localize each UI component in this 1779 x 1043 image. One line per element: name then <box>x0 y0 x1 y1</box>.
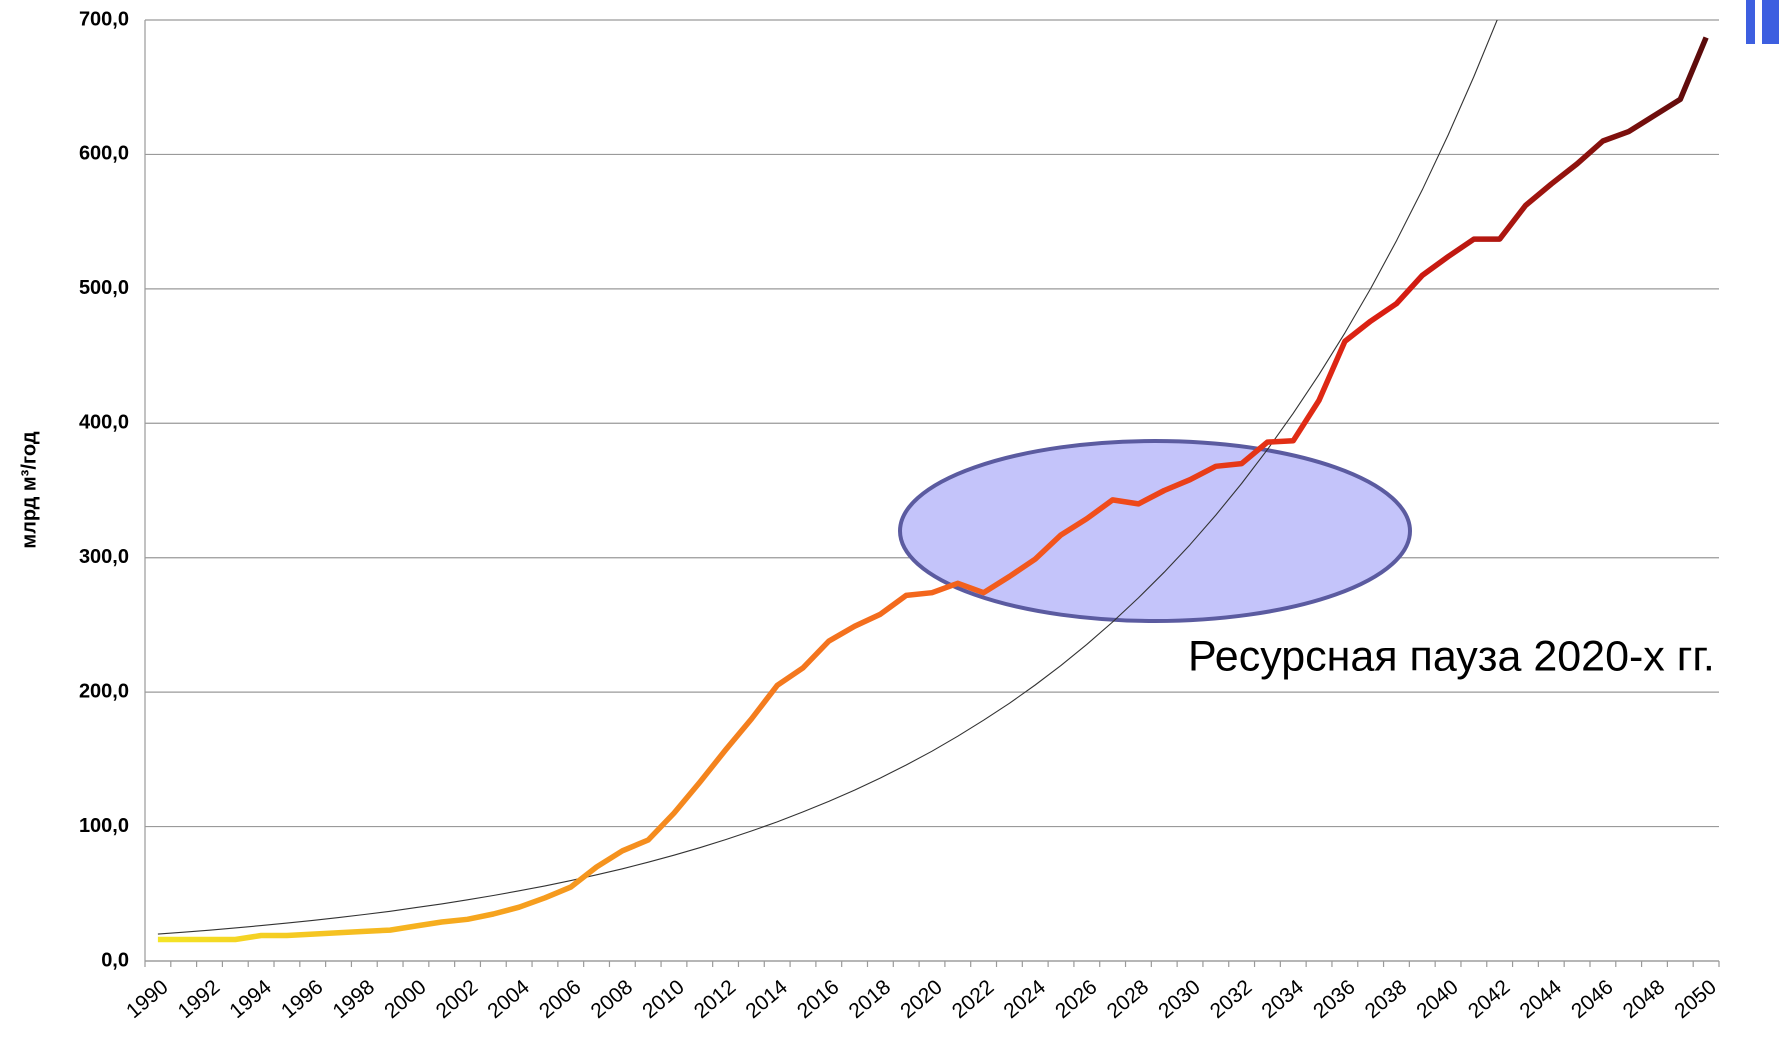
x-tick-label: 1994 <box>225 975 276 1023</box>
y-tick-label: 600,0 <box>79 143 129 165</box>
y-axis-label: млрд м³/год <box>18 431 40 549</box>
x-tick-label: 1992 <box>174 975 225 1023</box>
x-tick-label: 2010 <box>638 975 689 1023</box>
x-tick-label: 2044 <box>1515 975 1566 1023</box>
y-tick-label: 200,0 <box>79 680 129 702</box>
x-tick-label: 2024 <box>999 975 1050 1023</box>
corner-decoration <box>1762 0 1779 44</box>
x-tick-label: 2004 <box>483 975 534 1023</box>
x-tick-label: 2008 <box>587 975 638 1023</box>
x-tick-label: 2036 <box>1309 975 1360 1023</box>
x-tick-label: 2034 <box>1257 975 1308 1023</box>
x-tick-label: 2030 <box>1154 975 1205 1023</box>
y-tick-label: 700,0 <box>79 8 129 30</box>
x-tick-label: 2000 <box>380 975 431 1023</box>
x-tick-label: 2016 <box>793 975 844 1023</box>
x-tick-label: 2020 <box>896 975 947 1023</box>
y-tick-label: 400,0 <box>79 412 129 434</box>
x-tick-label: 2032 <box>1206 975 1257 1023</box>
x-tick-label: 1998 <box>329 975 380 1023</box>
x-tick-label: 2048 <box>1619 975 1670 1023</box>
x-tick-label: 1990 <box>122 975 173 1023</box>
data-line <box>157 20 1498 935</box>
y-tick-label: 100,0 <box>79 815 129 837</box>
x-tick-label: 2014 <box>741 975 792 1023</box>
x-tick-label: 2028 <box>1103 975 1154 1023</box>
x-tick-label: 1996 <box>277 975 328 1023</box>
data-line <box>157 36 1709 943</box>
x-tick-label: 2006 <box>535 975 586 1023</box>
x-tick-label: 2050 <box>1670 975 1721 1023</box>
x-tick-label: 2018 <box>845 975 896 1023</box>
highlight-ellipse <box>898 439 1412 623</box>
x-tick-label: 2022 <box>948 975 999 1023</box>
x-tick-label: 2046 <box>1567 975 1618 1023</box>
y-tick-label: 500,0 <box>79 277 129 299</box>
x-tick-label: 2026 <box>1051 975 1102 1023</box>
y-tick-label: 0,0 <box>101 949 129 971</box>
y-tick-label: 300,0 <box>79 546 129 568</box>
x-tick-label: 2040 <box>1412 975 1463 1023</box>
annotation-text: Ресурсная пауза 2020-х гг. <box>1188 632 1715 680</box>
x-tick-label: 2012 <box>690 975 741 1023</box>
corner-decoration <box>1746 0 1755 44</box>
x-tick-label: 2042 <box>1464 975 1515 1023</box>
x-tick-label: 2038 <box>1361 975 1412 1023</box>
x-tick-label: 2002 <box>432 975 483 1023</box>
